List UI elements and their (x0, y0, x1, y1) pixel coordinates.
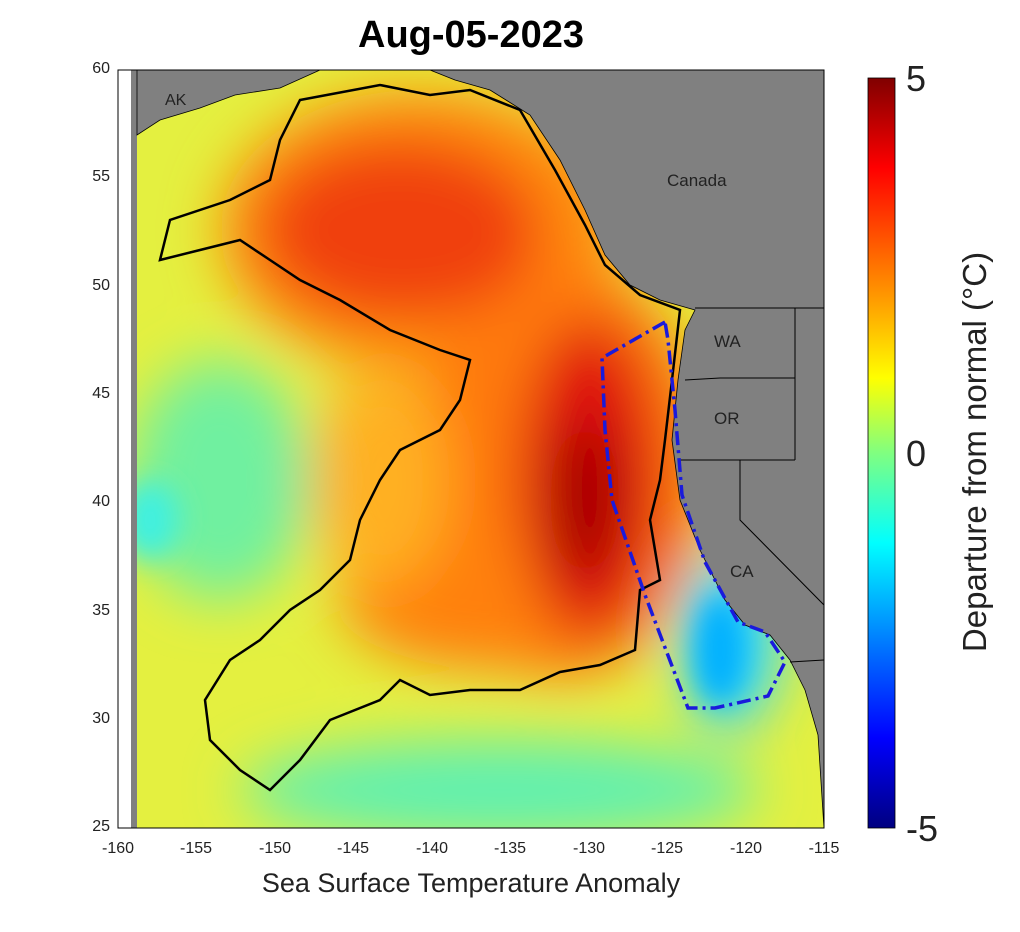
x-tick: -160 (101, 840, 135, 857)
monitoring-boundary (600, 319, 788, 710)
label-wa: WA (714, 332, 741, 351)
political-borders (680, 307, 824, 663)
colorbar-tick: -5 (906, 808, 939, 849)
label-ak: AK (165, 92, 187, 109)
no-data-strip (118, 70, 131, 828)
x-tick: -115 (808, 840, 840, 857)
map-title: Aug-05-2023 (358, 14, 584, 56)
y-tick: 25 (92, 818, 110, 835)
label-or: OR (714, 409, 740, 428)
x-tick: -120 (729, 840, 763, 857)
x-tick: -150 (258, 840, 292, 857)
x-tick: -145 (336, 840, 370, 857)
colorbar-tick: 5 (906, 58, 927, 99)
label-ca: CA (730, 562, 754, 581)
colorbar (867, 77, 896, 829)
y-tick: 50 (92, 277, 110, 294)
y-tick: 40 (92, 493, 110, 510)
alaska-land (136, 70, 321, 136)
y-tick: 60 (92, 60, 110, 77)
y-tick: 35 (92, 602, 110, 619)
anomaly-contour (158, 83, 682, 792)
x-axis-label: Sea Surface Temperature Anomaly (261, 868, 681, 898)
y-tick: 30 (92, 710, 110, 727)
x-tick: -140 (415, 840, 449, 857)
colorbar-label: Departure from normal (°C) (956, 251, 993, 653)
y-tick: 45 (92, 385, 110, 402)
plot-frame (117, 69, 825, 829)
y-tick: 55 (92, 168, 110, 185)
x-tick: -155 (179, 840, 213, 857)
label-canada: Canada (667, 171, 727, 190)
x-tick: -125 (650, 840, 684, 857)
x-tick: -130 (572, 840, 606, 857)
x-tick: -135 (493, 840, 527, 857)
colorbar-tick: 0 (906, 433, 927, 474)
sst-anomaly-field (118, 70, 824, 828)
